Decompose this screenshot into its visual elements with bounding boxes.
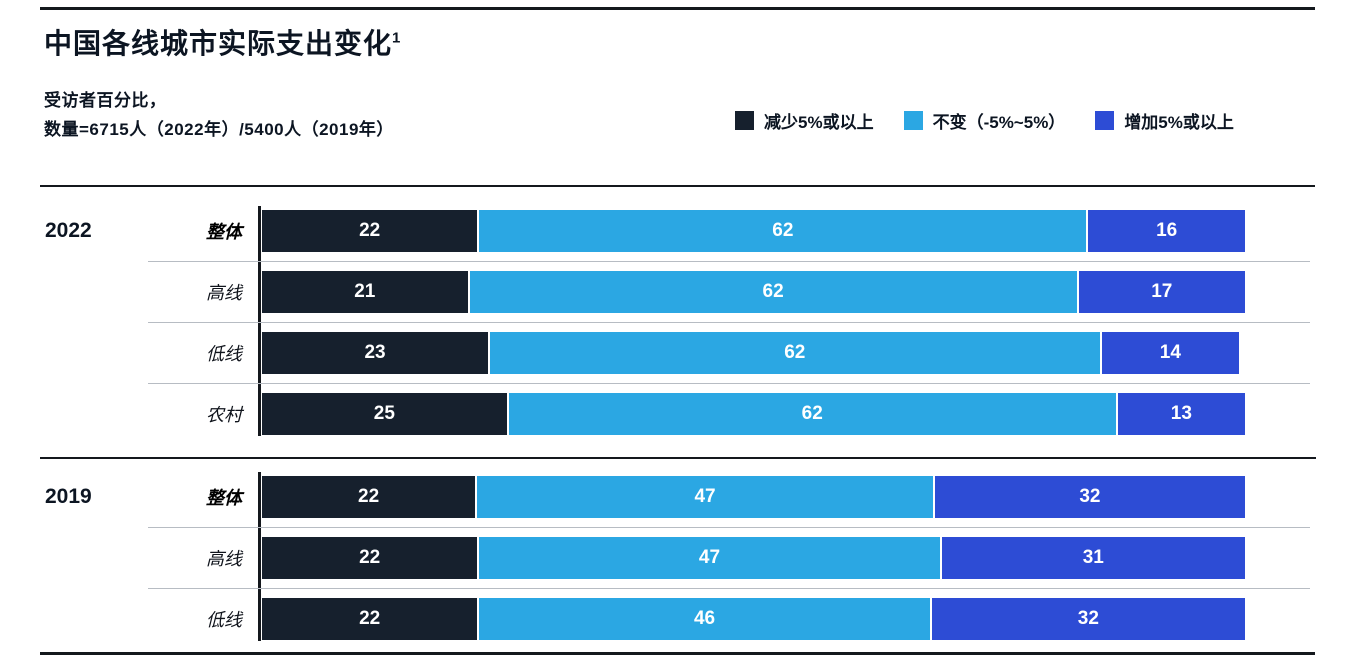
axis-line — [258, 206, 261, 436]
group-divider — [40, 457, 1316, 459]
bar-value: 25 — [373, 402, 395, 424]
bar-row: 低线 23 62 14 — [40, 321, 1316, 383]
legend-item: 减少5%或以上 — [735, 108, 874, 133]
bar-row: 2022 整体 22 62 16 — [40, 200, 1316, 261]
chart-group-2022: 2022 整体 22 62 16 高线 21 62 17 低线 23 62 14 农村 25 62 13 — [40, 200, 1316, 444]
row-label: 高线 — [206, 282, 242, 303]
legend: 减少5%或以上 不变（-5%~5%） 增加5%或以上 — [735, 108, 1234, 133]
bar-segment: 47 — [479, 536, 940, 579]
bar-value: 14 — [1159, 341, 1181, 363]
bar-value: 47 — [694, 485, 716, 507]
bar-segment: 21 — [262, 270, 468, 313]
bar-value: 62 — [762, 280, 784, 302]
stacked-bar: 22 46 32 — [262, 597, 1245, 640]
bar-segment: 32 — [931, 597, 1245, 640]
bar-segment: 14 — [1101, 331, 1240, 374]
row-separator — [148, 587, 1310, 589]
bar-segment: 62 — [508, 392, 1116, 435]
bar-value: 62 — [801, 402, 823, 424]
stacked-bar-chart: 2022 整体 22 62 16 高线 21 62 17 低线 23 62 14 农村 25 62 13 2019… — [40, 200, 1316, 649]
bar-segment: 62 — [479, 209, 1087, 252]
legend-label: 增加5%或以上 — [1124, 113, 1234, 132]
top-rule — [40, 7, 1315, 10]
bar-value: 47 — [698, 546, 721, 568]
chart-group-2019: 2019 整体 22 47 32 高线 22 47 31 低线 22 46 32 — [40, 466, 1316, 649]
legend-label: 不变（-5%~5%） — [932, 113, 1066, 132]
bar-value: 16 — [1156, 219, 1178, 241]
row-label: 农村 — [206, 404, 242, 425]
bar-value: 23 — [364, 341, 386, 363]
bar-value: 46 — [693, 607, 716, 629]
bar-segment: 13 — [1117, 392, 1245, 435]
bar-value: 17 — [1151, 280, 1173, 302]
title-footnote-marker: 1 — [392, 29, 402, 47]
header-rule — [40, 185, 1315, 187]
legend-swatch-icon — [903, 111, 923, 130]
bar-segment: 22 — [262, 475, 476, 518]
bar-segment: 62 — [469, 270, 1077, 313]
bar-value: 13 — [1170, 402, 1192, 424]
bar-value: 22 — [358, 485, 380, 507]
group-year-label: 2022 — [45, 218, 92, 242]
bottom-rule — [40, 652, 1315, 655]
row-label: 整体 — [206, 221, 242, 242]
stacked-bar: 22 47 32 — [262, 475, 1245, 518]
row-label: 整体 — [206, 487, 242, 508]
bar-segment: 25 — [262, 392, 507, 435]
legend-label: 减少5%或以上 — [764, 113, 874, 132]
bar-value: 31 — [1082, 546, 1104, 568]
row-label: 低线 — [206, 609, 242, 630]
bar-segment: 17 — [1078, 270, 1245, 313]
bar-value: 62 — [772, 219, 794, 241]
bar-value: 32 — [1077, 607, 1099, 629]
bar-value: 32 — [1079, 485, 1101, 507]
row-separator — [148, 260, 1310, 262]
bar-segment: 22 — [262, 209, 478, 252]
bar-value: 22 — [359, 546, 381, 568]
axis-line — [258, 472, 261, 641]
bar-value: 22 — [359, 219, 381, 241]
bar-row: 高线 22 47 31 — [40, 526, 1316, 588]
bar-segment: 31 — [941, 536, 1245, 579]
group-year-label: 2019 — [45, 484, 92, 508]
subtitle-line-2: 数量=6715人（2022年）/5400人（2019年） — [44, 120, 394, 139]
row-separator — [148, 321, 1310, 323]
bar-segment: 22 — [262, 536, 478, 579]
subtitle-line-1: 受访者百分比， — [44, 91, 167, 110]
row-separator — [148, 526, 1310, 528]
bar-row: 农村 25 62 13 — [40, 382, 1316, 444]
stacked-bar: 22 47 31 — [262, 536, 1245, 579]
bar-segment: 47 — [477, 475, 933, 518]
row-label: 低线 — [206, 343, 242, 364]
bar-value: 22 — [359, 607, 381, 629]
chart-subtitle: 受访者百分比， 数量=6715人（2022年）/5400人（2019年） — [44, 86, 394, 144]
bar-row: 低线 22 46 32 — [40, 587, 1316, 649]
bar-segment: 32 — [934, 475, 1245, 518]
stacked-bar: 25 62 13 — [262, 392, 1245, 435]
row-label: 高线 — [206, 548, 242, 569]
bar-segment: 16 — [1088, 209, 1245, 252]
legend-swatch-icon — [735, 111, 754, 130]
legend-item: 不变（-5%~5%） — [903, 108, 1066, 133]
stacked-bar: 23 62 14 — [262, 331, 1245, 374]
bar-row: 高线 21 62 17 — [40, 260, 1316, 322]
chart-title: 中国各线城市实际支出变化1 — [44, 22, 401, 62]
bar-segment: 62 — [490, 331, 1100, 374]
bar-value: 21 — [354, 280, 376, 302]
row-separator — [148, 382, 1310, 384]
bar-value: 62 — [784, 341, 806, 363]
bar-row: 2019 整体 22 47 32 — [40, 466, 1316, 527]
legend-swatch-icon — [1095, 111, 1115, 130]
stacked-bar: 21 62 17 — [262, 270, 1245, 313]
stacked-bar: 22 62 16 — [262, 209, 1245, 252]
bar-segment: 23 — [262, 331, 489, 374]
bar-segment: 46 — [479, 597, 930, 640]
bar-segment: 22 — [262, 597, 478, 640]
chart-title-text: 中国各线城市实际支出变化 — [44, 28, 393, 59]
legend-item: 增加5%或以上 — [1095, 108, 1234, 133]
